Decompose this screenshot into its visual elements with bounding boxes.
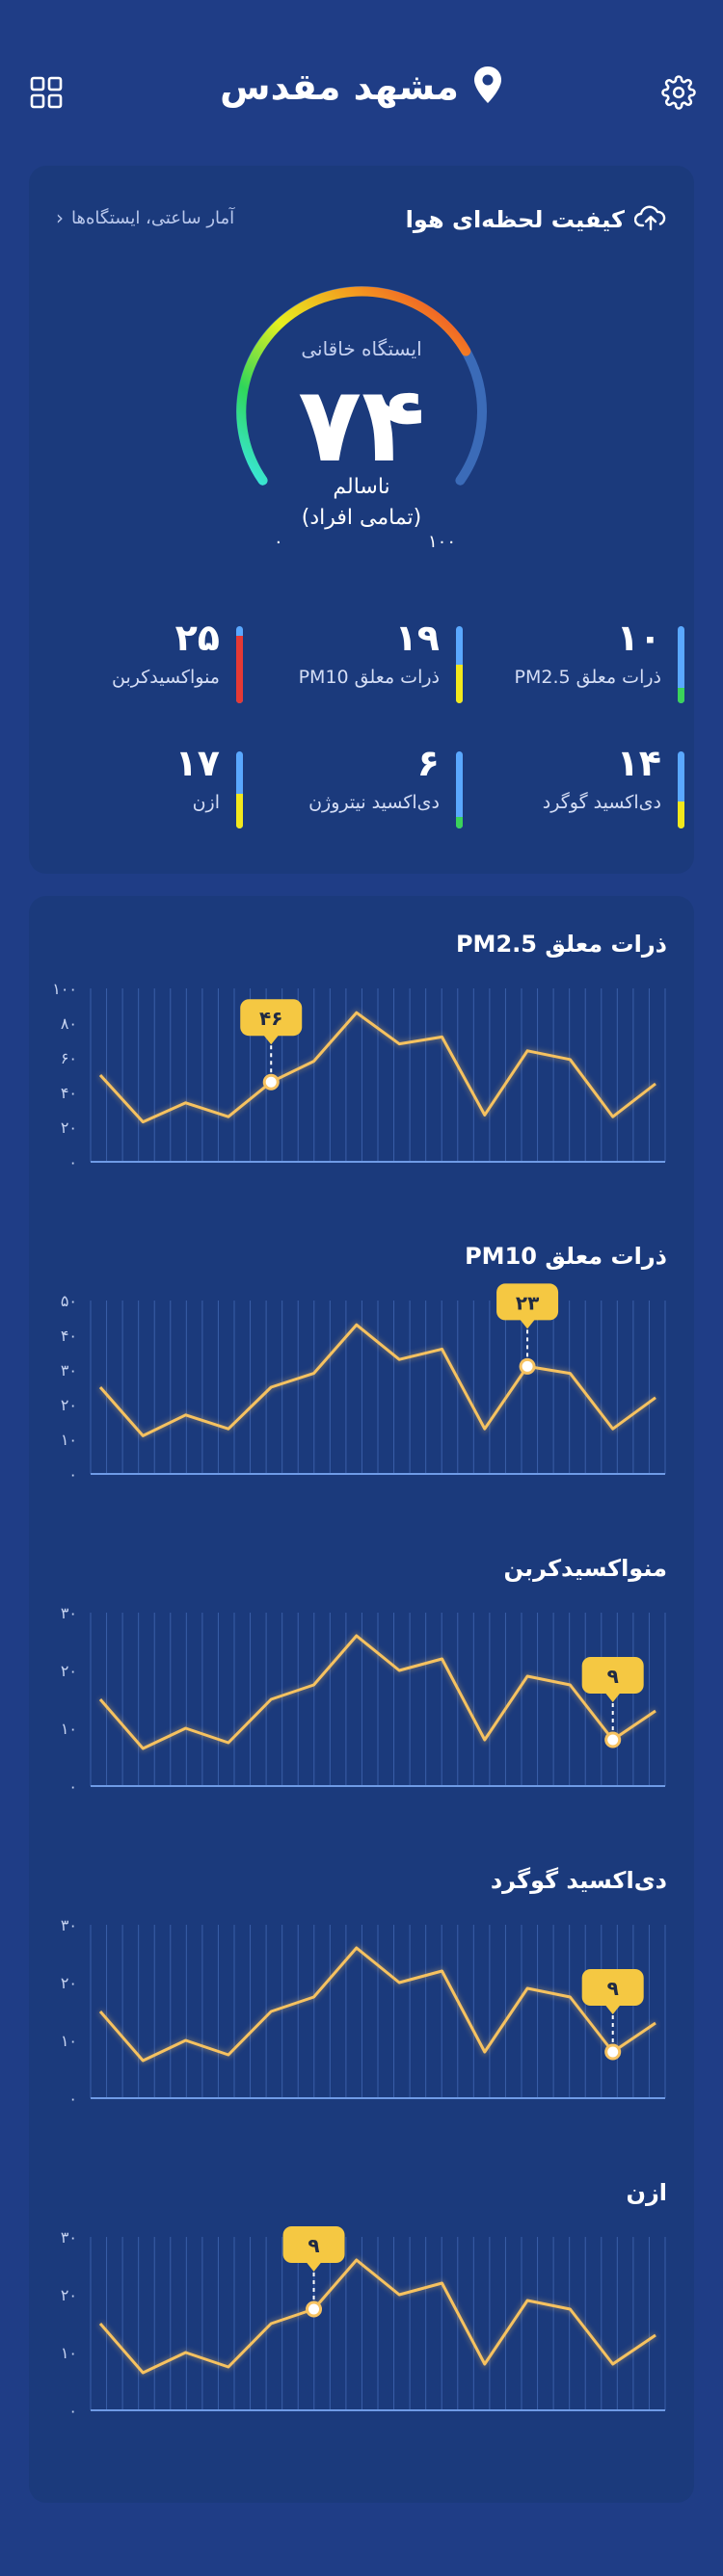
y-tick-label: ۳۰ xyxy=(61,1916,77,1934)
highlighted-point xyxy=(604,1731,622,1748)
station-name: ایستگاه خاقانی xyxy=(301,337,422,360)
y-tick-label: ۰ xyxy=(68,2402,77,2420)
y-tick-label: ۲۰ xyxy=(61,1396,77,1414)
series-line xyxy=(98,1946,656,2063)
stat-o3[interactable]: ۱۷ ازن xyxy=(50,742,253,828)
chart-pm25: ۰ ۲۰ ۴۰ ۶۰ ۸۰ ۱۰۰ ۴۶ xyxy=(52,980,666,1171)
y-tick-label: ۰ xyxy=(68,2090,77,2108)
stat-co[interactable]: ۲۵ منواکسیدکربن xyxy=(50,617,253,703)
chart-title-co: منواکسیدکربن xyxy=(503,1555,667,1582)
highlighted-point xyxy=(262,1073,280,1091)
tooltip-badge: ۹ xyxy=(282,2226,345,2272)
tooltip-badge: ۹ xyxy=(581,1969,644,2014)
tooltip-badge: ۹ xyxy=(581,1657,644,1702)
tooltip-value: ۴۶ xyxy=(259,1007,282,1030)
y-tick-label: ۲۰ xyxy=(61,1118,77,1137)
tooltip-value: ۹ xyxy=(607,1977,619,2000)
stat-pm25[interactable]: ۱۰ ذرات معلق PM2.5 xyxy=(492,617,694,703)
tooltip-value: ۲۳ xyxy=(516,1291,539,1314)
chart-pm10: ۰ ۱۰ ۲۰ ۳۰ ۴۰ ۵۰ ۲۳ xyxy=(61,1283,666,1484)
y-tick-label: ۳۰ xyxy=(61,1604,77,1622)
aqi-card: کیفیت لحظه‌ای هوا آمار ساعتی، ایستگاه‌ها… xyxy=(29,166,694,874)
gauge-fill xyxy=(236,286,471,486)
aqi-gauge xyxy=(236,286,487,486)
aqi-value: ۷۴ xyxy=(298,365,425,486)
tooltip-value: ۹ xyxy=(308,2234,319,2257)
location-pin-icon xyxy=(472,66,503,108)
tooltip-badge: ۲۳ xyxy=(496,1283,559,1329)
y-tick-label: ۶۰ xyxy=(61,1049,77,1067)
aqi-card-title: کیفیت لحظه‌ای هوا xyxy=(406,202,667,237)
aqi-status: ناسالم (تمامی افراد) xyxy=(301,475,422,530)
chevron-left-icon: ‹ xyxy=(56,206,64,229)
y-tick-label: ۲۰ xyxy=(61,1662,77,1680)
y-tick-label: ۲۰ xyxy=(61,1974,77,1992)
grid-menu-icon[interactable] xyxy=(25,71,67,114)
gauge-min-label: ۰ xyxy=(274,532,283,552)
stat-level-bar xyxy=(678,751,684,828)
stat-pm10[interactable]: ۱۹ ذرات معلق PM10 xyxy=(270,617,472,703)
chart-title-pm10: ذرات معلق PM10 xyxy=(465,1243,667,1270)
stat-level-bar xyxy=(456,751,463,828)
city-title[interactable]: مشهد مقدس xyxy=(0,66,723,108)
y-tick-label: ۳۰ xyxy=(61,1361,77,1380)
hourly-stats-link[interactable]: آمار ساعتی، ایستگاه‌ها ‹ xyxy=(56,206,235,229)
y-tick-label: ۱۰ xyxy=(61,2032,77,2050)
y-tick-label: ۱۰ xyxy=(61,1431,77,1449)
tooltip-value: ۹ xyxy=(607,1665,619,1688)
cloud-upload-icon xyxy=(633,202,667,237)
y-tick-label: ۰ xyxy=(68,1777,77,1796)
series-line xyxy=(98,1634,656,1750)
charts-card: ذرات معلق PM2.5 ۰ ۲۰ ۴۰ ۶۰ ۸۰ ۱۰۰ ۴۶ ذرات معلق… xyxy=(29,896,694,2503)
stat-level-bar xyxy=(236,626,243,703)
city-name: مشهد مقدس xyxy=(220,66,459,108)
chart-title-pm25: ذرات معلق PM2.5 xyxy=(455,931,667,958)
y-tick-label: ۱۰ xyxy=(61,1720,77,1738)
series-line xyxy=(98,1011,656,1124)
stat-level-bar xyxy=(678,626,684,703)
tooltip-badge: ۴۶ xyxy=(240,999,303,1045)
chart-title-o3: ازن xyxy=(626,2179,667,2206)
series-line xyxy=(98,2258,656,2375)
y-tick-label: ۰ xyxy=(68,1153,77,1171)
y-tick-label: ۸۰ xyxy=(61,1014,77,1033)
series-line xyxy=(98,1323,656,1437)
highlighted-point xyxy=(519,1357,536,1375)
settings-gear-icon[interactable] xyxy=(657,71,700,114)
stat-level-bar xyxy=(236,751,243,828)
stat-level-bar xyxy=(456,626,463,703)
y-tick-label: ۳۰ xyxy=(61,2228,77,2247)
y-tick-label: ۲۰ xyxy=(61,2286,77,2304)
y-tick-label: ۰ xyxy=(68,1465,77,1484)
chart-o3: ۰ ۱۰ ۲۰ ۳۰ ۹ xyxy=(61,2226,666,2420)
chart-co: ۰ ۱۰ ۲۰ ۳۰ ۹ xyxy=(61,1604,666,1796)
highlighted-point xyxy=(306,2300,323,2318)
y-tick-label: ۱۰۰ xyxy=(52,980,77,998)
top-bar: مشهد مقدس xyxy=(0,0,723,183)
chart-title-so2: دی‌اکسید گوگرد xyxy=(490,1867,667,1894)
highlighted-point xyxy=(604,2043,622,2061)
y-tick-label: ۴۰ xyxy=(61,1327,77,1345)
chart-so2: ۰ ۱۰ ۲۰ ۳۰ ۹ xyxy=(61,1916,666,2108)
y-tick-label: ۱۰ xyxy=(61,2344,77,2362)
stat-so2[interactable]: ۱۴ دی‌اکسید گوگرد xyxy=(492,742,694,828)
gauge-max-label: ۱۰۰ xyxy=(428,532,457,552)
y-tick-label: ۴۰ xyxy=(61,1084,77,1102)
y-tick-label: ۵۰ xyxy=(61,1292,77,1310)
stat-no2[interactable]: ۶ دی‌اکسید نیتروژن xyxy=(270,742,472,828)
